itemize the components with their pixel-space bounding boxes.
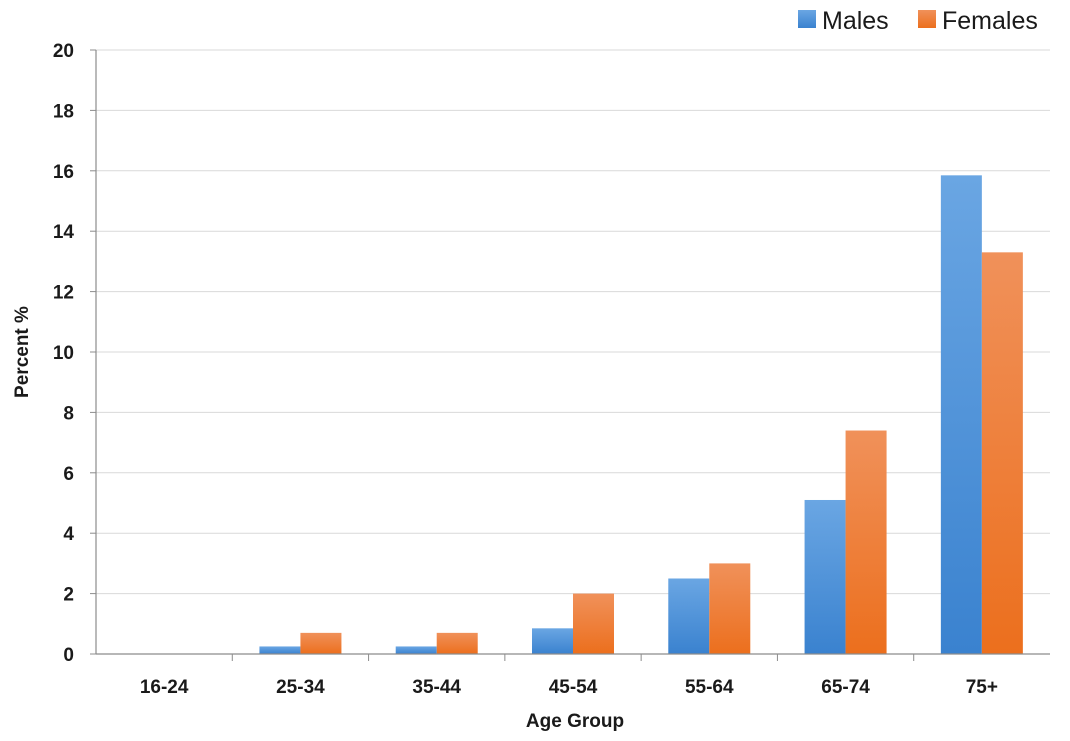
bars (259, 175, 1023, 654)
bar-males-45-54 (532, 628, 573, 654)
legend-label-males: Males (822, 7, 889, 35)
bar-females-25-34 (300, 632, 342, 654)
gridlines (90, 49, 1050, 655)
x-tick-label: 25-34 (276, 677, 325, 698)
y-tick-label: 20 (53, 41, 74, 62)
x-tick-label: 75+ (966, 677, 998, 698)
axes (95, 50, 1050, 655)
bar-males-75+ (940, 175, 982, 654)
x-tick-labels: 16-24 25-34 35-44 45-54 55-64 65-74 75+ (140, 654, 998, 698)
y-tick-labels: 0 2 4 6 8 10 12 14 16 18 20 (53, 41, 75, 666)
bar-males-25-34 (259, 646, 301, 654)
x-tick-label: 35-44 (412, 677, 461, 698)
x-tick-label: 55-64 (685, 677, 734, 698)
y-tick-label: 4 (63, 524, 74, 545)
x-tick-label: 16-24 (140, 677, 189, 698)
y-tick-label: 10 (53, 343, 74, 364)
y-tick-label: 18 (53, 101, 74, 122)
x-axis-title: Age Group (526, 711, 624, 732)
y-tick-label: 8 (63, 403, 74, 424)
bar-females-75+ (981, 252, 1023, 654)
bar-females-65-74 (845, 430, 887, 654)
x-tick-label: 65-74 (821, 677, 870, 698)
bar-females-35-44 (436, 632, 478, 654)
bar-females-45-54 (573, 593, 614, 654)
y-tick-label: 12 (53, 283, 74, 304)
bar-males-35-44 (395, 646, 437, 654)
bar-males-65-74 (804, 499, 846, 654)
x-tick-label: 45-54 (549, 677, 598, 698)
legend: Males Females (798, 7, 1038, 35)
y-tick-label: 16 (53, 162, 74, 183)
bar-females-55-64 (709, 563, 751, 654)
y-tick-label: 14 (53, 222, 75, 243)
legend-swatch-females (918, 10, 936, 28)
y-tick-label: 0 (63, 645, 74, 666)
y-axis-title: Percent % (12, 306, 33, 398)
y-tick-label: 2 (63, 585, 74, 606)
y-tick-label: 6 (63, 464, 74, 485)
legend-swatch-males (798, 10, 816, 28)
bar-males-55-64 (668, 578, 710, 654)
legend-label-females: Females (942, 7, 1038, 35)
